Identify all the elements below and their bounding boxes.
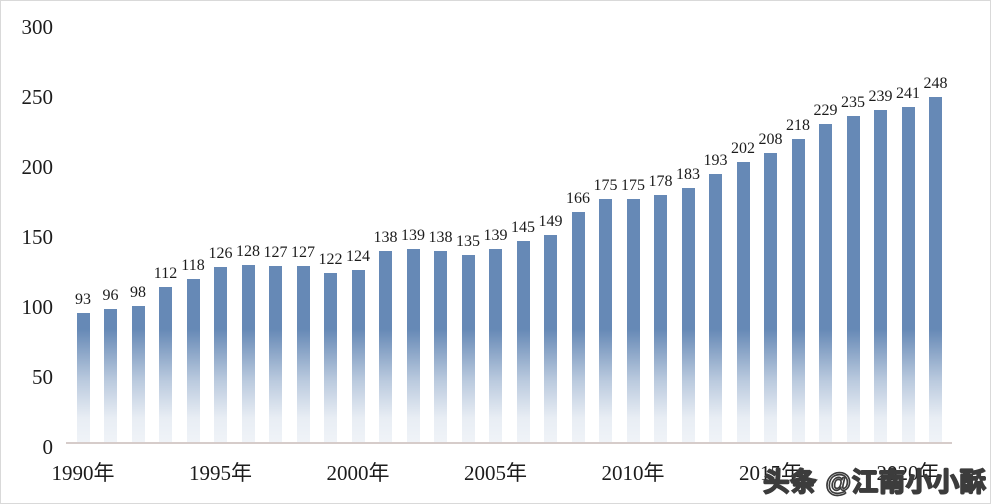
bar-1992: [131, 306, 145, 443]
bar-value-label: 138: [373, 229, 398, 246]
bar-value-label: 128: [236, 243, 260, 260]
bar-2003: [434, 251, 447, 443]
bar-value-label: 96: [102, 287, 119, 304]
bar-2001: [379, 251, 392, 443]
bar-value-label: 145: [511, 219, 535, 236]
bar-value-label: 149: [538, 213, 563, 230]
bar-value-label: 175: [593, 177, 618, 194]
bar-value-label: 175: [621, 177, 645, 194]
bar-value-label: 122: [318, 251, 343, 268]
bar-value-label: 93: [75, 291, 91, 308]
bar-2008: [571, 212, 585, 443]
bar-2014: [736, 162, 750, 443]
y-axis-tick-label: 200: [21, 155, 54, 179]
bar-1996: [241, 265, 255, 443]
bar-2021: [929, 97, 942, 443]
bar-2016: [791, 139, 805, 443]
y-axis-tick-label: 150: [21, 225, 54, 249]
bar-1993: [159, 287, 172, 443]
bar-1994: [186, 279, 200, 443]
bar-value-label: 241: [896, 85, 920, 102]
bar-value-label: 118: [181, 257, 205, 274]
bar-value-label: 126: [208, 245, 233, 262]
bar-value-label: 124: [346, 248, 370, 265]
bar-value-label: 139: [483, 227, 508, 244]
bar-1990: [76, 313, 90, 443]
bar-value-label: 178: [648, 173, 673, 190]
bar-value-label: 235: [841, 94, 865, 111]
watermark-text: 头条 @江南小小酥: [763, 466, 987, 497]
bar-2015: [764, 153, 777, 443]
bar-value-label: 166: [566, 190, 590, 207]
bar-2009: [599, 199, 612, 443]
bar-value-label: 112: [153, 265, 178, 282]
x-axis-tick-label-2000: 2000年: [326, 461, 390, 485]
bar-1999: [324, 273, 337, 443]
x-axis-line: [66, 442, 952, 444]
bar-value-label: 218: [786, 117, 810, 134]
bar-2019: [874, 110, 887, 443]
bar-value-label: 139: [401, 227, 425, 244]
bar-value-label: 135: [456, 233, 480, 250]
bar-value-label: 183: [676, 166, 700, 183]
bar-2005: [489, 249, 502, 443]
bar-value-label: 138: [428, 229, 453, 246]
bar-value-label: 193: [703, 152, 728, 169]
y-axis-tick-label: 0: [42, 435, 54, 459]
bar-2011: [654, 195, 667, 443]
x-axis-tick-label-2010: 2010年: [601, 461, 665, 485]
bar-value-label: 248: [923, 75, 948, 92]
x-axis-tick-label-1995: 1995年: [189, 461, 252, 485]
bar-2007: [544, 235, 557, 443]
bar-value-label: 208: [758, 131, 783, 148]
bar-2013: [709, 174, 722, 443]
bar-2020: [901, 107, 915, 443]
x-axis-tick-label-2005: 2005年: [464, 461, 527, 485]
bar-value-label: 202: [731, 140, 755, 157]
bar-value-label: 98: [130, 284, 146, 301]
y-axis-tick-label: 300: [21, 15, 54, 39]
bar-2010: [626, 199, 640, 443]
x-axis-tick-label-1990: 1990年: [51, 461, 115, 485]
y-axis-tick-label: 100: [21, 295, 54, 319]
bar-value-label: 127: [291, 244, 315, 261]
bar-1991: [104, 309, 117, 443]
bar-1995: [214, 267, 227, 443]
bar-2006: [516, 241, 530, 443]
bar-2012: [681, 188, 695, 443]
x-axis-tick-label-2015: 2015年: [739, 461, 802, 485]
bar-2002: [406, 249, 420, 443]
bar-2004: [461, 255, 475, 443]
bar-value-label: 239: [868, 88, 893, 105]
bar-value-label: 229: [813, 102, 838, 119]
bar-2017: [819, 124, 832, 443]
bar-2000: [351, 270, 365, 443]
bar-value-label: 127: [263, 244, 288, 261]
y-axis-tick-label: 50: [32, 365, 53, 389]
bar-1998: [296, 266, 310, 443]
x-axis-tick-label-2020: 2020年: [876, 461, 940, 485]
bar-1997: [269, 266, 282, 443]
bar-2018: [846, 116, 860, 443]
y-axis-tick-label: 250: [21, 85, 54, 109]
